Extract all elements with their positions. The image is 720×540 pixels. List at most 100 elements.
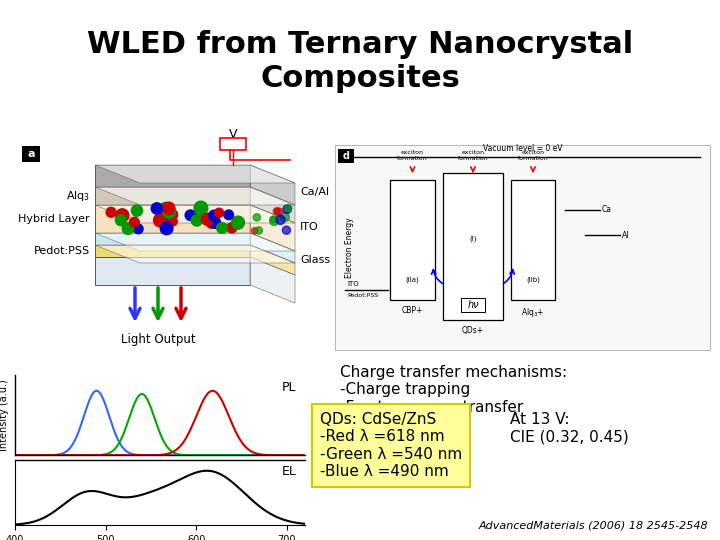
Text: hν: hν: [467, 300, 479, 310]
Circle shape: [160, 207, 174, 221]
Polygon shape: [250, 205, 295, 251]
Text: Al: Al: [622, 231, 629, 240]
Text: (IIa): (IIa): [405, 276, 419, 284]
Bar: [335, 145, 710, 350]
Polygon shape: [250, 165, 295, 205]
Circle shape: [274, 208, 280, 214]
Circle shape: [163, 202, 175, 214]
Circle shape: [168, 217, 177, 226]
Bar: [461, 298, 485, 312]
Text: (IIb): (IIb): [526, 276, 540, 284]
Bar: [338, 149, 354, 163]
Polygon shape: [95, 245, 295, 263]
Polygon shape: [250, 187, 295, 223]
Polygon shape: [95, 205, 295, 223]
Circle shape: [131, 205, 143, 216]
Polygon shape: [95, 165, 295, 183]
Text: exciton
formation: exciton formation: [397, 150, 428, 161]
Bar: [220, 138, 246, 150]
Circle shape: [133, 224, 143, 234]
Text: EL: EL: [282, 465, 297, 478]
Circle shape: [115, 215, 126, 226]
Circle shape: [255, 227, 263, 234]
Text: d: d: [343, 151, 349, 161]
Text: a: a: [27, 149, 35, 159]
Polygon shape: [95, 165, 250, 187]
Text: Charge transfer mechanisms:
-Charge trapping
-Forster energy transfer: Charge transfer mechanisms: -Charge trap…: [340, 365, 567, 415]
Circle shape: [280, 212, 289, 221]
Circle shape: [283, 205, 292, 213]
Bar: [22, 146, 40, 162]
Polygon shape: [250, 233, 295, 263]
Circle shape: [210, 217, 220, 228]
Polygon shape: [95, 205, 250, 233]
Circle shape: [270, 216, 276, 222]
Circle shape: [122, 222, 134, 234]
Text: Ca: Ca: [602, 206, 612, 214]
Circle shape: [106, 207, 116, 217]
Bar: [511, 180, 555, 300]
Circle shape: [193, 210, 202, 219]
Circle shape: [215, 208, 224, 217]
Circle shape: [217, 222, 228, 233]
Text: Alq$_3$: Alq$_3$: [66, 189, 90, 203]
Circle shape: [227, 222, 237, 233]
Text: V: V: [229, 129, 238, 141]
Circle shape: [159, 202, 172, 215]
Text: Light Output: Light Output: [121, 333, 195, 346]
Text: At 13 V:
CIE (0.32, 0.45): At 13 V: CIE (0.32, 0.45): [510, 412, 629, 444]
Circle shape: [194, 201, 208, 215]
Text: PL: PL: [282, 381, 297, 394]
Circle shape: [163, 205, 176, 218]
Circle shape: [161, 222, 173, 235]
Text: AdvancedMaterials (2006) 18 2545-2548: AdvancedMaterials (2006) 18 2545-2548: [478, 520, 708, 530]
Polygon shape: [250, 257, 295, 303]
Polygon shape: [95, 233, 250, 245]
Circle shape: [251, 228, 258, 234]
Circle shape: [209, 210, 220, 221]
Text: exciton
formation: exciton formation: [458, 150, 488, 161]
Circle shape: [185, 210, 196, 220]
Polygon shape: [95, 233, 295, 251]
Polygon shape: [95, 187, 250, 205]
Circle shape: [192, 215, 202, 226]
Text: QDs+: QDs+: [462, 326, 484, 335]
Circle shape: [167, 210, 178, 220]
Text: Pedot:PSS: Pedot:PSS: [34, 246, 90, 256]
Text: ITO: ITO: [300, 222, 319, 232]
Text: Pedot:PSS: Pedot:PSS: [347, 293, 378, 298]
Circle shape: [207, 219, 216, 228]
Circle shape: [224, 210, 233, 220]
Circle shape: [130, 217, 139, 227]
Text: exciton
formation: exciton formation: [518, 150, 549, 161]
Polygon shape: [95, 257, 250, 285]
Text: ITO: ITO: [347, 281, 359, 287]
Circle shape: [116, 209, 129, 222]
Bar: [443, 173, 503, 320]
Circle shape: [275, 208, 283, 215]
Circle shape: [253, 214, 261, 221]
Y-axis label: Intensity (a.u.): Intensity (a.u.): [0, 379, 9, 451]
Polygon shape: [250, 245, 295, 275]
Text: Glass: Glass: [300, 255, 330, 265]
Circle shape: [202, 213, 214, 225]
Text: CBP+: CBP+: [402, 306, 423, 315]
Bar: [390, 180, 435, 300]
Circle shape: [270, 217, 279, 226]
Text: Alq$_3$+: Alq$_3$+: [521, 306, 545, 319]
Text: QDs: CdSe/ZnS
-Red λ =618 nm
-Green λ =540 nm
-Blue λ =490 nm: QDs: CdSe/ZnS -Red λ =618 nm -Green λ =5…: [320, 412, 462, 479]
Circle shape: [282, 226, 291, 234]
Circle shape: [276, 215, 285, 225]
Text: (I): (I): [469, 235, 477, 242]
Circle shape: [153, 214, 167, 227]
Polygon shape: [95, 187, 295, 205]
Circle shape: [285, 205, 292, 211]
Text: Vacuum level = 0 eV: Vacuum level = 0 eV: [482, 144, 562, 153]
Polygon shape: [95, 245, 250, 257]
Circle shape: [231, 216, 245, 229]
Circle shape: [151, 203, 163, 214]
Text: Electron Energy: Electron Energy: [344, 217, 354, 278]
Text: WLED from Ternary Nanocrystal
Composites: WLED from Ternary Nanocrystal Composites: [87, 30, 633, 92]
Circle shape: [161, 218, 171, 228]
Text: Ca/Al: Ca/Al: [300, 187, 329, 197]
